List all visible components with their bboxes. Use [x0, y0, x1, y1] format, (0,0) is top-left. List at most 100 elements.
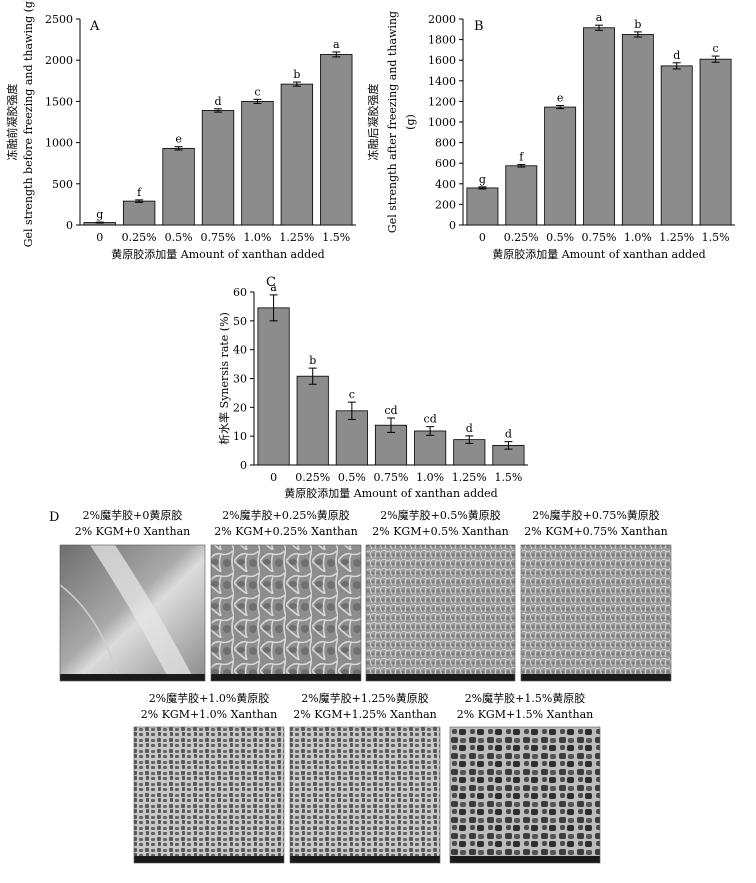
significance-label: e: [557, 92, 564, 105]
sem-info-bar: [366, 674, 515, 681]
sem-image-group: 2%魔芋胶+0.25%黄原胶 2% KGM+0.25% Xanthan: [210, 508, 362, 682]
sem-frame: [133, 726, 285, 864]
y-tick-label: 50: [233, 315, 247, 328]
x-tick-label: 0.25%: [504, 231, 539, 244]
x-tick-label: 0.75%: [374, 471, 409, 484]
significance-label: g: [96, 208, 103, 221]
x-tick-label: 1.25%: [452, 471, 487, 484]
significance-label: c: [712, 42, 718, 55]
x-tick-label: 1.25%: [659, 231, 694, 244]
significance-label: g: [479, 173, 486, 186]
x-tick-label: 0.75%: [201, 231, 236, 244]
sem-info-bar: [211, 674, 361, 681]
y-tick-label: 2000: [428, 13, 456, 26]
y-tick-label: 40: [233, 344, 247, 357]
sem-caption-en: 2% KGM+0.75% Xanthan: [524, 525, 668, 538]
y-axis-label: Gel strength after freezing and thawing: [386, 11, 399, 233]
x-axis-label: 黄原胶添加量 Amount of xanthan added: [111, 247, 324, 261]
sem-image-group: 2%魔芋胶+0.5%黄原胶 2% KGM+0.5% Xanthan: [365, 508, 516, 682]
bar: [414, 430, 447, 466]
sem-caption-en: 2% KGM+1.0% Xanthan: [141, 708, 278, 721]
y-tick-label: 0: [240, 459, 247, 472]
sem-image-group: 2%魔芋胶+0.75%黄原胶 2% KGM+0.75% Xanthan: [520, 508, 672, 682]
sem-image-group: 2%魔芋胶+0黄原胶 2% KGM+0 Xanthan: [59, 508, 206, 682]
significance-label: a: [596, 11, 603, 24]
x-tick-label: 1.25%: [279, 231, 314, 244]
x-tick-label: 1.0%: [243, 231, 271, 244]
x-tick-label: 1.5%: [494, 471, 522, 484]
y-tick-label: 1000: [45, 137, 73, 150]
sem-caption-cn: 2%魔芋胶+1.5%黄原胶: [465, 691, 586, 705]
x-tick-label: 0: [96, 231, 103, 244]
bar: [320, 54, 353, 226]
x-tick-label: 1.0%: [624, 231, 652, 244]
sem-image-group: 2%魔芋胶+1.25%黄原胶 2% KGM+1.25% Xanthan: [289, 691, 441, 864]
x-axis-label: 黄原胶添加量 Amount of xanthan added: [284, 486, 497, 500]
sem-frame: [59, 544, 206, 682]
significance-label: c: [254, 85, 260, 98]
sem-frame: [210, 544, 362, 682]
significance-label: b: [634, 18, 641, 31]
x-tick-label: 1.5%: [322, 231, 350, 244]
y-tick-label: 20: [233, 401, 247, 414]
x-tick-label: 0.25%: [295, 471, 330, 484]
sem-caption-cn: 2%魔芋胶+0黄原胶: [83, 508, 183, 522]
y-axis-label: Gel strength before freezing and thawing…: [22, 0, 35, 247]
sem-info-bar: [134, 856, 284, 863]
x-tick-label: 0: [479, 231, 486, 244]
sem-caption-cn: 2%魔芋胶+0.25%黄原胶: [222, 508, 350, 522]
x-tick-label: 1.5%: [702, 231, 730, 244]
sem-micrograph: [521, 545, 671, 681]
sem-info-bar: [450, 856, 600, 863]
y-tick-label: 2500: [45, 13, 73, 26]
bar: [544, 106, 577, 226]
sem-micrograph: [211, 545, 361, 681]
panel-letter: B: [474, 19, 484, 34]
sem-caption-cn: 2%魔芋胶+1.0%黄原胶: [149, 691, 270, 705]
sem-fracture-line: [59, 584, 121, 682]
y-tick-label: 2000: [45, 54, 73, 67]
sem-caption-cn: 2%魔芋胶+0.75%黄原胶: [532, 508, 660, 522]
significance-label: d: [505, 428, 512, 441]
sem-micrograph: [290, 727, 440, 863]
significance-label: e: [175, 133, 182, 146]
sem-caption-en: 2% KGM+1.5% Xanthan: [457, 708, 594, 721]
y-tick-label: 800: [435, 137, 456, 150]
bar: [583, 27, 615, 226]
bar: [621, 34, 654, 226]
panel-letter: A: [89, 19, 100, 34]
sem-caption-cn: 2%魔芋胶+1.25%黄原胶: [301, 691, 429, 705]
significance-label: b: [309, 354, 316, 367]
y-tick-label: 1500: [45, 95, 73, 108]
significance-label: cd: [424, 413, 437, 426]
sem-info-bar: [60, 674, 205, 681]
y-tick-label: 30: [233, 373, 247, 386]
sem-frame: [289, 726, 441, 864]
chart-panel-c: 0 10 20 30 40 50 60 a 0 b 0.25% c 0.5% cd 0.75% cd 1.0% d…: [217, 275, 528, 500]
y-tick-label: 0: [66, 219, 73, 232]
significance-label: cd: [384, 404, 397, 417]
y-axis-label: 析水率 Synersis rate (%): [217, 312, 231, 445]
sem-image-group: 2%魔芋胶+1.0%黄原胶 2% KGM+1.0% Xanthan: [133, 691, 285, 864]
panel-letter: D: [49, 510, 59, 525]
sem-image-group: 2%魔芋胶+1.5%黄原胶 2% KGM+1.5% Xanthan: [449, 691, 601, 864]
x-tick-label: 0.25%: [122, 231, 157, 244]
bar: [660, 65, 693, 226]
significance-label: a: [333, 38, 340, 51]
sem-micrograph: [450, 727, 600, 863]
significance-label: f: [519, 151, 524, 164]
charts-layer: 05001000150020002500g0f0.25%e0.5%d0.75%c…: [5, 0, 735, 500]
y-tick-label: 400: [435, 178, 456, 191]
sem-frame: [365, 544, 516, 682]
x-tick-label: 0.75%: [582, 231, 617, 244]
sem-info-bar: [521, 674, 671, 681]
sem-caption-en: 2% KGM+0.5% Xanthan: [372, 525, 509, 538]
panel-letter: C: [266, 275, 276, 290]
bar: [122, 200, 156, 226]
significance-label: f: [137, 186, 142, 199]
y-axis-label: 冻融前凝胶强度: [5, 84, 19, 161]
sem-frame: [449, 726, 601, 864]
sem-caption-en: 2% KGM+1.25% Xanthan: [293, 708, 437, 721]
significance-label: d: [214, 95, 221, 108]
significance-label: d: [466, 422, 473, 435]
